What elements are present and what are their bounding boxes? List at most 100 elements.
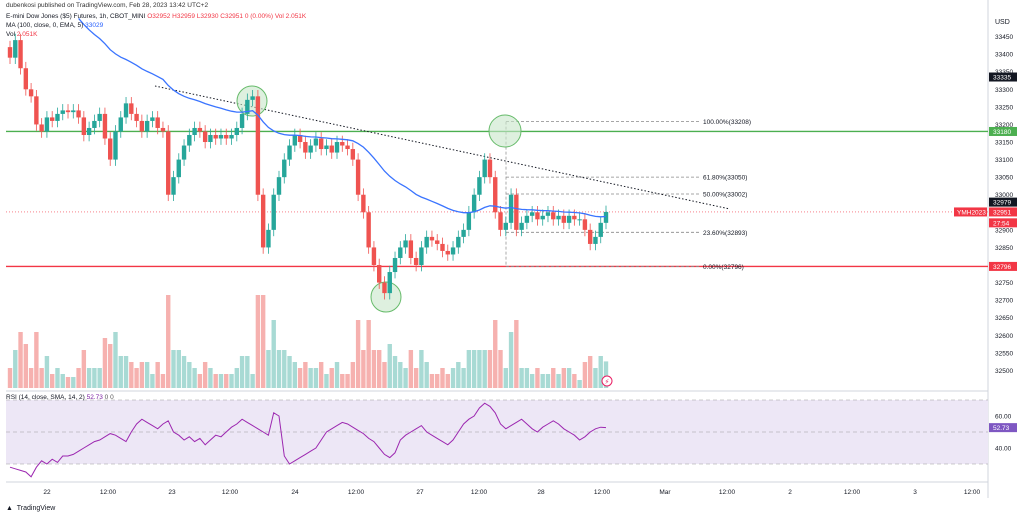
- volume-bar: [266, 350, 271, 388]
- candle-body: [97, 113, 102, 121]
- candle-body: [524, 215, 530, 223]
- volume-bar: [255, 295, 261, 388]
- volume-bar: [65, 377, 71, 388]
- candle-body: [229, 134, 234, 139]
- ma-legend-row[interactable]: MA (100, close, 0, EMA, 5) 33029: [6, 22, 103, 30]
- candle-body: [503, 222, 508, 230]
- candle-body: [123, 103, 129, 118]
- volume-bar: [71, 377, 76, 388]
- volume-bar: [18, 332, 23, 388]
- volume-bar: [493, 320, 498, 388]
- rsi-line: [9, 402, 607, 478]
- volume-bar: [392, 356, 398, 388]
- volume-bar: [603, 361, 609, 388]
- volume-bar: [144, 362, 150, 388]
- volume-bar: [166, 295, 171, 388]
- volume-bar: [482, 350, 487, 388]
- candle-body: [561, 215, 567, 223]
- volume-bar: [377, 350, 382, 388]
- candle-body: [456, 236, 461, 248]
- volume-bar: [355, 320, 361, 388]
- vol-legend-row[interactable]: Vol 2.051K: [6, 31, 37, 39]
- price-tag-bg: [989, 197, 1017, 207]
- volume-bar: [92, 368, 97, 388]
- volume-bar: [150, 374, 155, 388]
- price-tick-label: 32550: [995, 350, 1013, 357]
- price-tag-bg: [989, 72, 1017, 82]
- alert-lightning-icon: [601, 375, 613, 387]
- fib-level-label: 61.80%(33050): [703, 175, 747, 182]
- ma-label: MA (100, close, 0, EMA, 5): [6, 22, 84, 29]
- symbol-title[interactable]: E-mini Dow Jones ($5) Futures, 1h, CBOT_…: [6, 13, 146, 20]
- volume-bar: [508, 332, 514, 388]
- candle-body: [593, 236, 598, 244]
- price-tick-label: 32850: [995, 245, 1013, 252]
- candle-body: [308, 145, 313, 153]
- volume-bar: [572, 374, 577, 388]
- candle-body: [218, 134, 224, 139]
- volume-bar: [239, 356, 245, 388]
- price-tick-label: 32650: [995, 315, 1013, 322]
- volume-bar: [260, 295, 266, 388]
- volume-bar: [271, 320, 276, 388]
- candle-body: [160, 127, 166, 132]
- candle-body: [192, 127, 197, 135]
- candle-body: [318, 138, 324, 150]
- volume-bar: [498, 350, 503, 388]
- candle-body: [181, 145, 187, 160]
- price-tick-label: 33050: [995, 175, 1013, 182]
- price-tick-label: 32750: [995, 280, 1013, 287]
- volume-bar: [118, 356, 123, 388]
- candle-body: [350, 149, 356, 160]
- candle-body: [603, 211, 609, 223]
- time-tick-label: 3: [913, 489, 917, 496]
- price-tick-label: 33200: [995, 122, 1013, 129]
- volume-bar: [208, 368, 213, 388]
- rsi-legend-row[interactable]: RSI (14, close, SMA, 14, 2) 52.73 0 0: [6, 394, 114, 402]
- volume-bar: [535, 368, 540, 388]
- ma-line: [78, 17, 607, 218]
- volume-bar: [129, 362, 134, 388]
- price-tag-bg: [989, 218, 1017, 228]
- price-tick-label: 32700: [995, 298, 1013, 305]
- candle-body: [266, 229, 271, 248]
- rsi-tag-label: 52.73: [993, 425, 1010, 432]
- volume-bar: [55, 368, 60, 388]
- volume-bar: [181, 356, 187, 388]
- price-tag-32796: 32796: [993, 264, 1011, 271]
- volume-bar: [276, 350, 282, 388]
- publisher-line: dubenkosi published on TradingView.com, …: [6, 2, 209, 9]
- candle-body: [13, 40, 18, 58]
- volume-bar: [250, 374, 255, 388]
- volume-bar: [340, 374, 345, 388]
- volume-bar: [229, 374, 234, 388]
- volume-bar: [155, 362, 160, 388]
- candle-body: [556, 215, 561, 220]
- candle-body: [166, 131, 171, 195]
- candle-body: [102, 113, 108, 139]
- volume-bar: [213, 374, 218, 388]
- candle-body: [34, 96, 39, 125]
- volume-bar: [187, 362, 192, 388]
- candle-body: [303, 142, 308, 153]
- candle-body: [23, 68, 29, 90]
- volume-bar: [387, 344, 392, 388]
- volume-bar: [197, 374, 203, 388]
- time-tick-label: 12:00: [348, 489, 365, 496]
- fib-level-label: 23.60%(32893): [703, 230, 747, 237]
- volume-bar: [577, 380, 582, 388]
- volume-bar: [587, 356, 593, 388]
- volume-bar: [113, 332, 118, 388]
- price-tag-27:54: 27:54: [993, 220, 1010, 227]
- price-tag-bg: [989, 126, 1017, 136]
- tradingview-footer[interactable]: ▲ TradingView: [6, 505, 55, 512]
- volume-bar: [545, 374, 551, 388]
- candle-body: [187, 134, 192, 146]
- candle-body: [208, 134, 213, 143]
- volume-bar: [466, 350, 472, 388]
- candle-body: [466, 212, 472, 230]
- rsi-tick-label: 60.00: [995, 414, 1012, 421]
- candle-body: [461, 229, 466, 237]
- candle-body: [49, 117, 55, 121]
